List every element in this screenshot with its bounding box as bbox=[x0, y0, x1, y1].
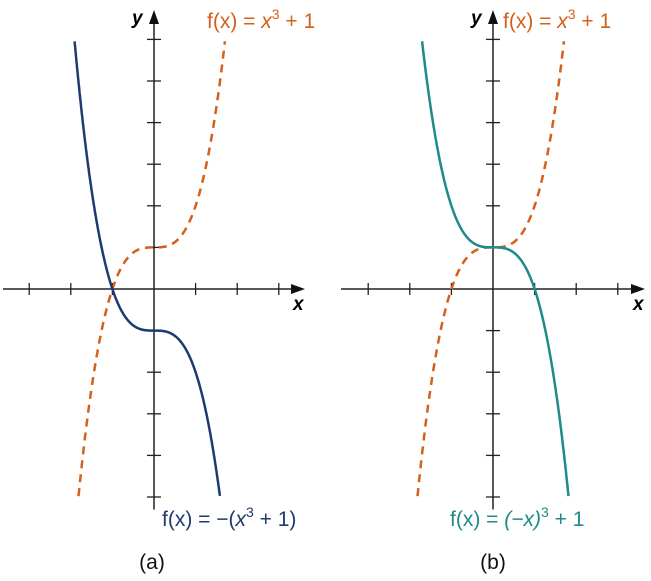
y-axis-arrow bbox=[488, 10, 498, 24]
label-base: x bbox=[556, 10, 569, 33]
series-line-orange-dashed bbox=[416, 41, 566, 497]
series-line-orange-dashed bbox=[77, 41, 227, 497]
label-lhs: f(x) = bbox=[450, 508, 504, 531]
panel-b: xy f(x) = x3 + 1f(x) = (−x)3 + 1(b) bbox=[341, 6, 645, 574]
label-lhs: f(x) = bbox=[503, 10, 557, 33]
series-label: f(x) = −(x3 + 1) bbox=[162, 504, 296, 531]
y-axis-arrow bbox=[149, 10, 159, 24]
series-line-solid bbox=[73, 41, 222, 497]
panel-caption: (b) bbox=[480, 551, 506, 574]
label-base: x bbox=[235, 508, 248, 531]
label-base: (−x) bbox=[504, 508, 541, 531]
x-axis-label: x bbox=[632, 294, 645, 315]
y-axis-label: y bbox=[131, 8, 144, 29]
label-base: x bbox=[260, 10, 273, 33]
series-label: f(x) = x3 + 1 bbox=[207, 6, 315, 33]
label-lhs: f(x) = −( bbox=[162, 508, 236, 531]
series-line-solid bbox=[420, 41, 570, 497]
x-axis-label: x bbox=[292, 294, 305, 315]
panel-a: xy f(x) = x3 + 1f(x) = −(x3 + 1)(a) bbox=[3, 6, 315, 574]
label-rest: + 1) bbox=[254, 508, 297, 531]
series-label: f(x) = (−x)3 + 1 bbox=[450, 504, 584, 531]
series-label: f(x) = x3 + 1 bbox=[503, 6, 611, 33]
label-exponent: 3 bbox=[272, 6, 280, 22]
label-exponent: 3 bbox=[541, 504, 549, 520]
y-axis-label: y bbox=[470, 8, 483, 29]
label-rest: + 1 bbox=[549, 508, 585, 531]
label-exponent: 3 bbox=[246, 504, 254, 520]
label-rest: + 1 bbox=[280, 10, 316, 33]
label-exponent: 3 bbox=[568, 6, 576, 22]
label-rest: + 1 bbox=[576, 10, 612, 33]
label-lhs: f(x) = bbox=[207, 10, 261, 33]
x-axis-arrow bbox=[631, 284, 645, 294]
panel-caption: (a) bbox=[139, 551, 165, 574]
x-axis-arrow bbox=[291, 284, 305, 294]
